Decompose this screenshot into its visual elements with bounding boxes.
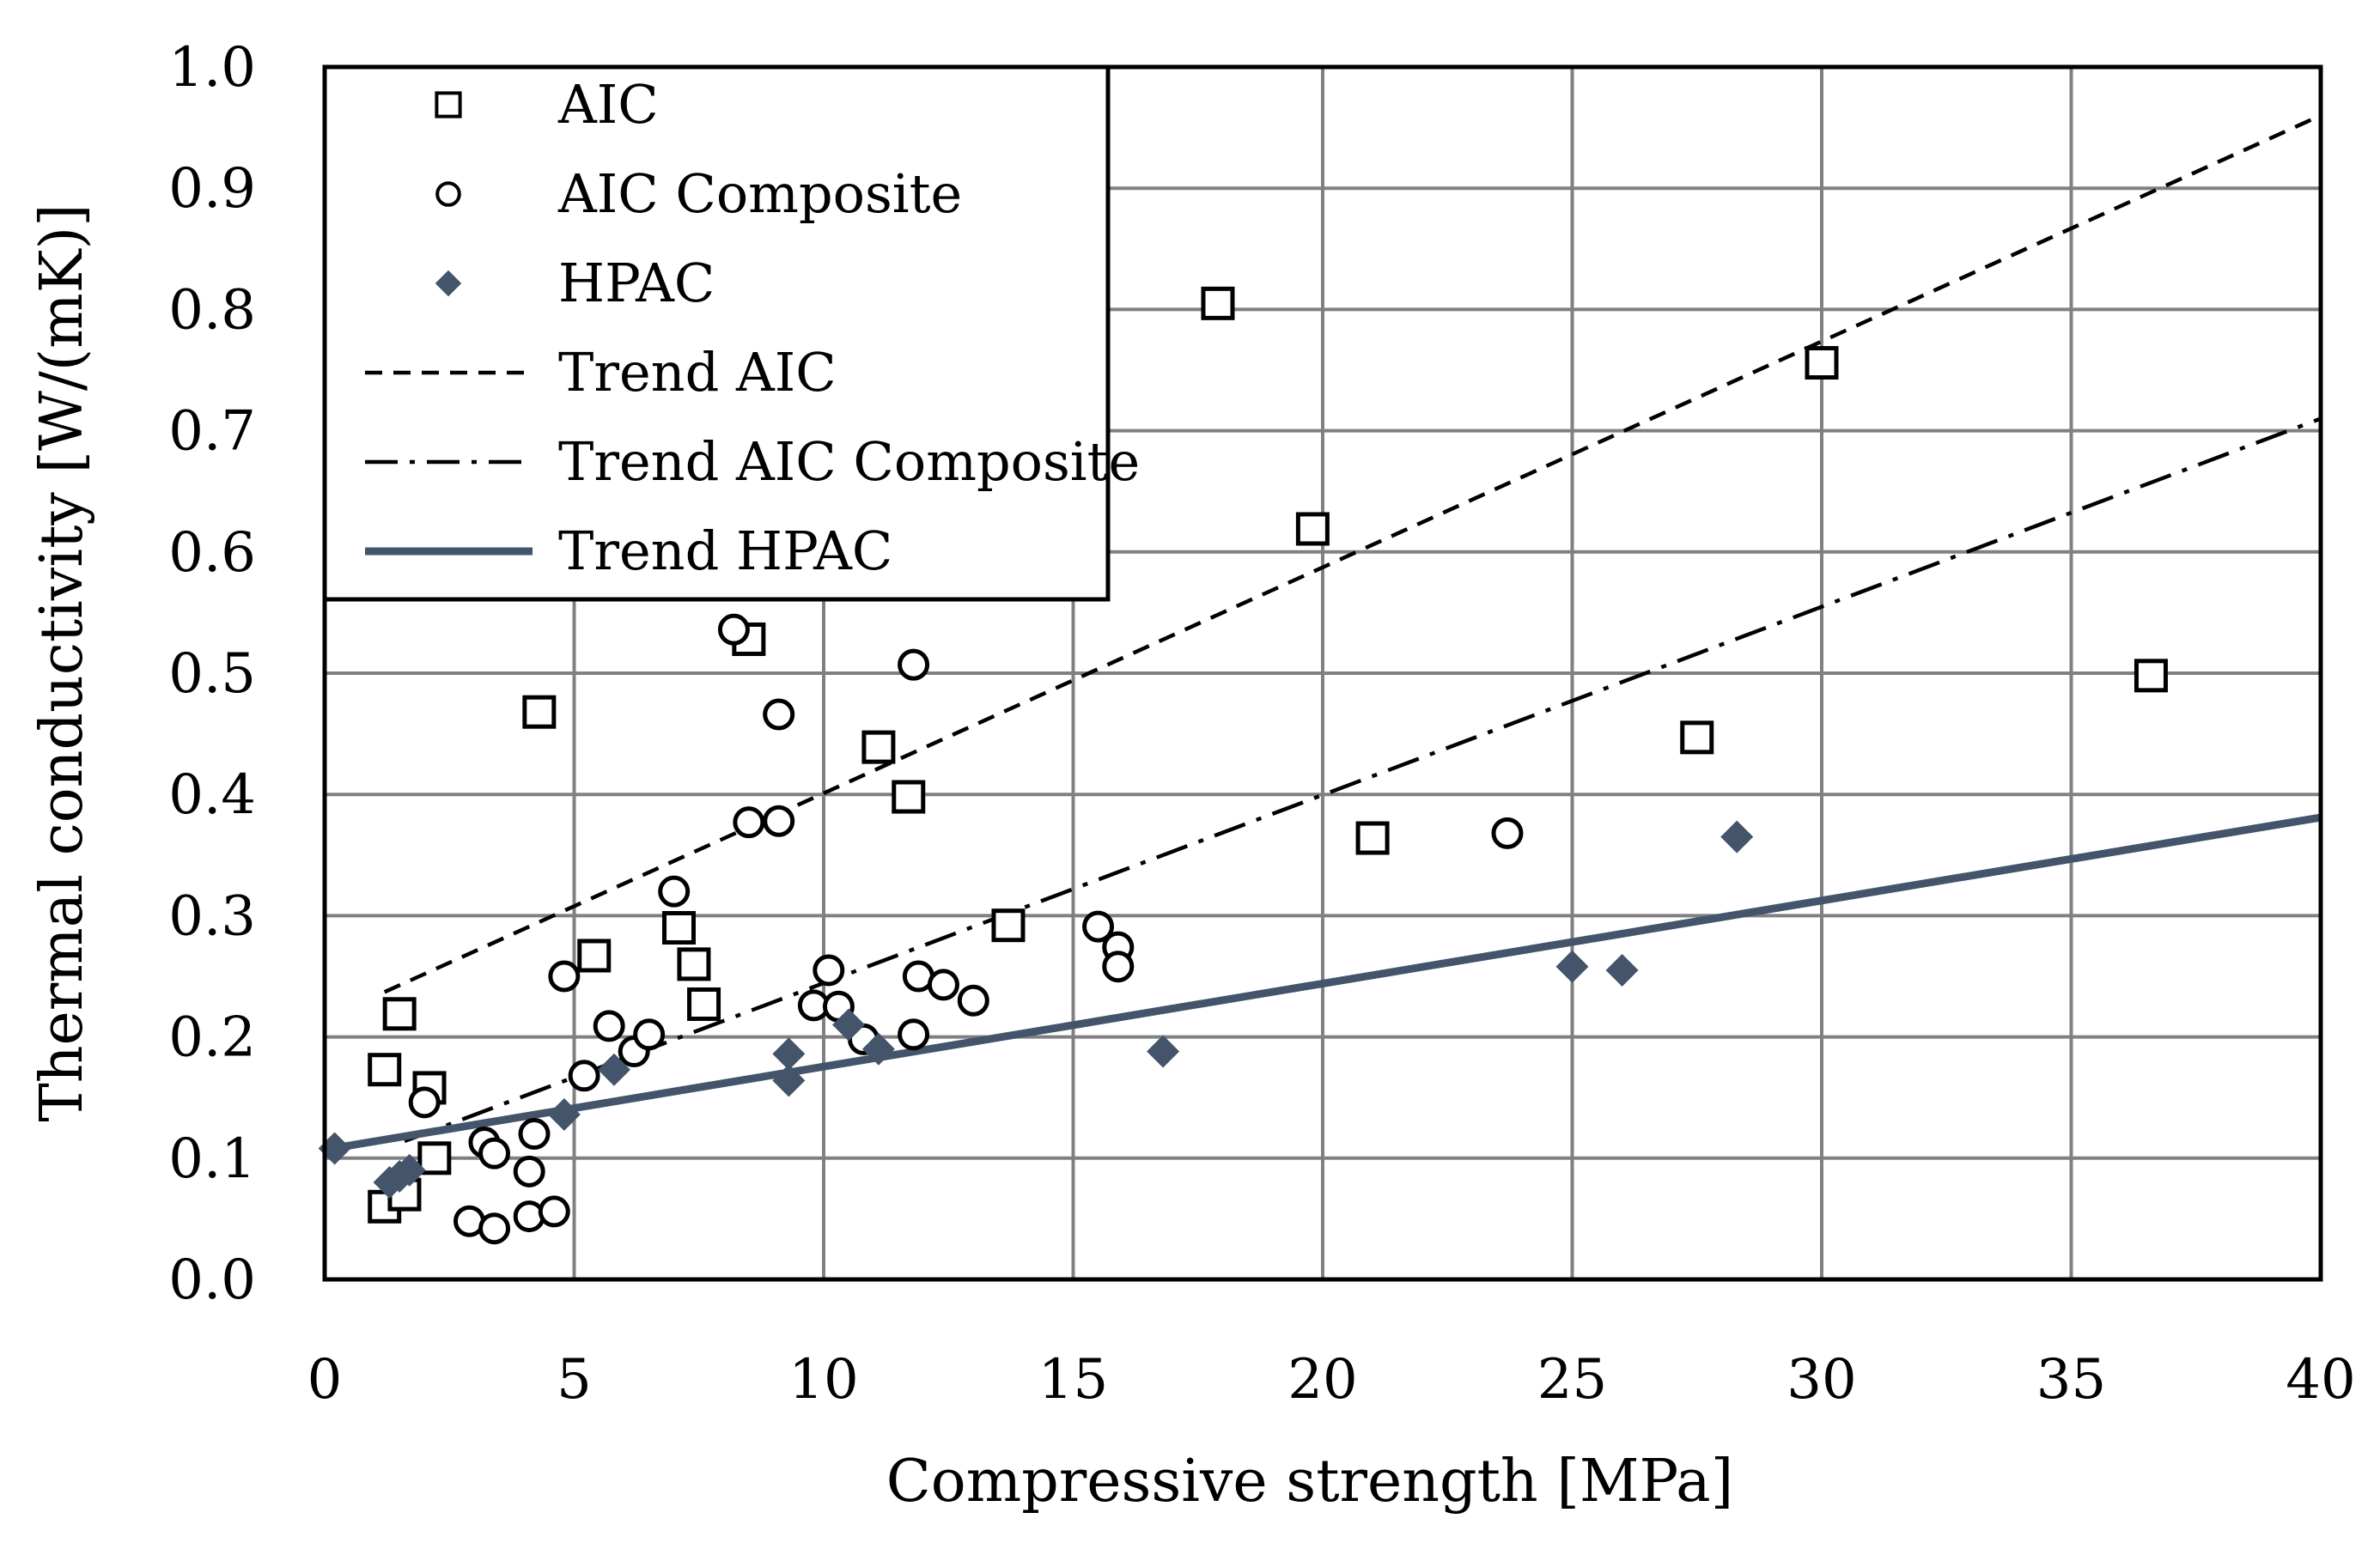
trendline-trend-aic [383,113,2322,994]
data-point-aic-composite [658,875,691,908]
data-point-aic-composite [717,613,750,646]
data-point-aic [991,908,1026,943]
data-point-aic-composite [548,960,581,993]
data-point-aic [677,947,711,981]
y-tick-label: 0.5 [168,642,256,706]
legend-symbol-hpac [435,270,462,297]
x-tick-label: 35 [2036,1348,2106,1412]
data-point-aic [1295,512,1330,546]
data-point-aic-composite [478,1212,511,1245]
data-point-aic [1201,286,1235,320]
data-point-aic [892,780,926,814]
data-point-aic [1355,821,1390,855]
tick-label-layer: 0 5 10 15 20 25 30 35 40 0.0 0.1 0.2 0.3 0.4 0.5 0.6 0.7… [168,36,2356,1412]
data-point-aic [382,997,417,1031]
legend-label-trend-aic: Trend AIC [558,341,837,404]
x-tick-label: 20 [1287,1348,1357,1412]
x-tick-label: 5 [557,1348,592,1412]
legend: AIC AIC Composite HPAC Trend AIC Trend AIC C… [322,64,1140,602]
data-point-aic-composite [1491,817,1524,849]
legend-label-aic-composite: AIC Composite [557,162,962,225]
legend-label-trend-hpac: Trend HPAC [558,519,892,582]
x-tick-label: 25 [1537,1348,1607,1412]
data-point-aic-composite [1102,951,1135,983]
data-point-hpac [1147,1035,1180,1068]
data-point-hpac [1555,950,1589,983]
y-tick-label: 0.9 [168,157,256,221]
data-point-aic-composite [763,698,795,731]
data-point-aic [1680,720,1714,755]
y-tick-label: 0.8 [168,278,256,342]
data-point-aic [368,1053,402,1087]
y-axis-title: Thermal conductivity [W/(mK)] [28,204,96,1121]
data-point-hpac [393,1153,426,1187]
data-point-aic-composite [478,1137,511,1169]
legend-label-trend-aic-composite: Trend AIC Composite [558,430,1140,493]
data-point-aic-composite [733,806,765,839]
legend-label-aic: AIC [557,73,659,136]
data-point-hpac [597,1053,630,1086]
data-point-aic-composite [898,648,930,681]
y-tick-label: 0.3 [168,884,256,948]
legend-symbol-aic-composite [435,181,461,207]
x-tick-label: 30 [1787,1348,1856,1412]
y-tick-label: 0.2 [168,1006,256,1070]
data-point-aic [662,911,697,945]
data-point-aic-composite [957,984,989,1017]
data-point-aic-composite [513,1200,545,1233]
data-point-hpac [772,1037,806,1071]
data-point-aic [577,939,612,973]
marker-layer [318,286,2168,1245]
trendline-trend-aic-composite [404,416,2322,1144]
data-point-hpac [861,1032,895,1066]
data-point-aic-composite [538,1195,570,1228]
data-point-hpac [1605,953,1639,987]
data-point-aic [1805,346,1839,380]
data-point-aic [417,1141,452,1175]
y-tick-label: 0.6 [168,521,256,585]
legend-label-hpac: HPAC [558,252,715,314]
x-tick-label: 15 [1038,1348,1108,1412]
data-point-hpac [547,1097,581,1131]
data-point-aic-composite [633,1018,666,1051]
plot-frame [322,64,2323,1282]
x-axis-title: Compressive strength [MPa] [886,1448,1734,1516]
y-tick-label: 0.7 [168,400,256,464]
trendline-trend-hpac [324,813,2322,1154]
data-point-aic [861,730,896,764]
x-tick-label: 0 [307,1348,343,1412]
data-point-hpac [832,1008,866,1042]
y-tick-label: 0.0 [168,1248,256,1312]
data-point-aic-composite [513,1155,545,1188]
data-point-hpac [1720,820,1754,854]
data-point-aic-composite [568,1060,600,1092]
data-point-aic [687,987,721,1021]
data-point-aic-composite [1082,910,1115,943]
x-tick-label: 40 [2286,1348,2355,1412]
y-tick-label: 0.4 [168,763,256,827]
data-point-aic-composite [898,1018,930,1051]
data-point-aic-composite [927,969,959,1001]
legend-symbol-aic [435,91,462,118]
data-point-aic-composite [518,1118,551,1151]
legend-box [322,64,1111,602]
legend-items: AIC AIC Composite HPAC Trend AIC Trend AIC C… [365,73,1140,582]
data-point-hpac [772,1064,806,1097]
y-tick-label: 1.0 [168,36,256,100]
data-point-aic [522,695,557,729]
trendline-layer [324,113,2322,1154]
data-point-aic-composite [763,805,795,837]
data-point-aic-composite [593,1010,625,1042]
x-tick-label: 10 [788,1348,858,1412]
y-tick-label: 0.1 [168,1127,256,1191]
data-point-aic-composite [408,1086,441,1119]
data-point-aic [2133,659,2168,693]
data-point-aic-composite [813,954,845,987]
